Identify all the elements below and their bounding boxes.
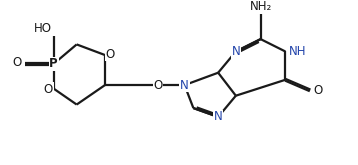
Text: O: O [106,48,115,61]
Text: NH₂: NH₂ [250,0,272,13]
Text: O: O [44,83,53,96]
Text: P: P [49,57,58,70]
Text: O: O [13,56,22,69]
Text: O: O [153,79,163,92]
Text: N: N [214,110,223,123]
Text: N: N [180,79,189,92]
Text: NH: NH [289,45,306,58]
Text: O: O [313,84,322,97]
Text: N: N [232,45,240,58]
Text: HO: HO [34,22,52,35]
